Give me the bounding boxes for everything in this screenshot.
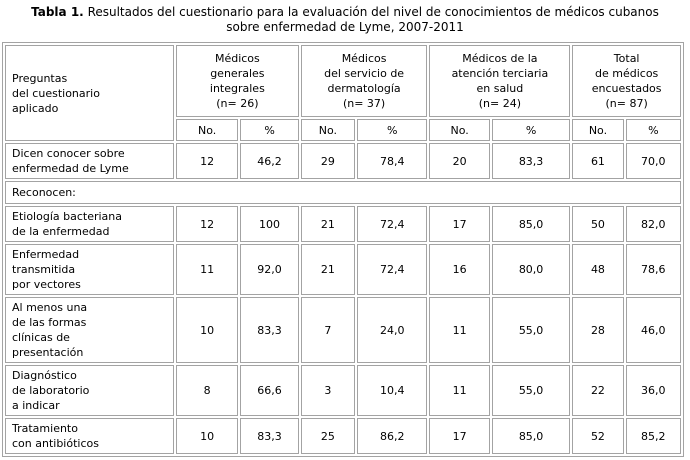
group-header-atencion-terciaria: Médicos de la atención terciaria en salu… [429, 45, 571, 117]
value-cell: 80,0 [491, 244, 571, 295]
value-cell: 36,0 [625, 365, 681, 416]
group-header-total: Total de médicos encuestados (n= 87) [572, 45, 681, 117]
value-cell: 12 [176, 206, 239, 242]
table-row: Tratamiento con antibióticos 10 83,3 25 … [5, 418, 681, 454]
value-cell: 55,0 [491, 365, 571, 416]
table-caption-text: Resultados del cuestionario para la eval… [87, 5, 659, 34]
value-cell: 21 [300, 244, 356, 295]
value-cell: 8 [176, 365, 239, 416]
table-caption-label: Tabla 1. [31, 5, 84, 19]
table-row: Diagnóstico de laboratorio a indicar 8 6… [5, 365, 681, 416]
subheader-pct-3: % [491, 119, 571, 141]
question-cell: Tratamiento con antibióticos [5, 418, 174, 454]
value-cell: 78,4 [357, 143, 428, 179]
value-cell: 72,4 [357, 206, 428, 242]
value-cell: 46,2 [240, 143, 299, 179]
value-cell: 20 [429, 143, 490, 179]
subheader-no-2: No. [300, 119, 356, 141]
value-cell: 21 [300, 206, 356, 242]
corner-header-cell: Preguntas del cuestionario aplicado [5, 45, 174, 141]
subheader-no-4: No. [572, 119, 624, 141]
value-cell: 12 [176, 143, 239, 179]
value-cell: 55,0 [491, 297, 571, 363]
value-cell: 82,0 [625, 206, 681, 242]
value-cell: 72,4 [357, 244, 428, 295]
value-cell: 25 [300, 418, 356, 454]
value-cell: 17 [429, 206, 490, 242]
question-cell: Enfermedad transmitida por vectores [5, 244, 174, 295]
value-cell: 85,0 [491, 418, 571, 454]
question-cell: Etiología bacteriana de la enfermedad [5, 206, 174, 242]
group-header-medicos-generales: Médicos generales integrales (n= 26) [176, 45, 299, 117]
value-cell: 48 [572, 244, 624, 295]
value-cell: 29 [300, 143, 356, 179]
question-cell: Al menos una de las formas clínicas de p… [5, 297, 174, 363]
subheader-pct-4: % [625, 119, 681, 141]
subheader-no-1: No. [176, 119, 239, 141]
value-cell: 83,3 [491, 143, 571, 179]
value-cell: 46,0 [625, 297, 681, 363]
table-caption: Tabla 1. Resultados del cuestionario par… [21, 0, 669, 42]
group-header-dermatologia: Médicos del servicio de dermatología (n=… [300, 45, 428, 117]
results-table: Preguntas del cuestionario aplicado Médi… [2, 42, 684, 457]
section-label-cell: Reconocen: [5, 181, 681, 204]
value-cell: 10 [176, 297, 239, 363]
question-cell: Dicen conocer sobre enfermedad de Lyme [5, 143, 174, 179]
value-cell: 83,3 [240, 297, 299, 363]
value-cell: 17 [429, 418, 490, 454]
value-cell: 11 [429, 365, 490, 416]
header-row-subheaders: No. % No. % No. % No. % [5, 119, 681, 141]
value-cell: 3 [300, 365, 356, 416]
value-cell: 11 [176, 244, 239, 295]
table-row: Dicen conocer sobre enfermedad de Lyme 1… [5, 143, 681, 179]
value-cell: 28 [572, 297, 624, 363]
value-cell: 61 [572, 143, 624, 179]
section-row: Reconocen: [5, 181, 681, 204]
table-row: Enfermedad transmitida por vectores 11 9… [5, 244, 681, 295]
value-cell: 70,0 [625, 143, 681, 179]
subheader-pct-1: % [240, 119, 299, 141]
subheader-no-3: No. [429, 119, 490, 141]
value-cell: 83,3 [240, 418, 299, 454]
value-cell: 85,0 [491, 206, 571, 242]
value-cell: 10,4 [357, 365, 428, 416]
value-cell: 22 [572, 365, 624, 416]
value-cell: 16 [429, 244, 490, 295]
header-row-groups: Preguntas del cuestionario aplicado Médi… [5, 45, 681, 141]
value-cell: 92,0 [240, 244, 299, 295]
table-row: Etiología bacteriana de la enfermedad 12… [5, 206, 681, 242]
value-cell: 100 [240, 206, 299, 242]
value-cell: 66,6 [240, 365, 299, 416]
value-cell: 10 [176, 418, 239, 454]
value-cell: 24,0 [357, 297, 428, 363]
value-cell: 85,2 [625, 418, 681, 454]
subheader-pct-2: % [357, 119, 428, 141]
value-cell: 11 [429, 297, 490, 363]
value-cell: 86,2 [357, 418, 428, 454]
question-cell: Diagnóstico de laboratorio a indicar [5, 365, 174, 416]
table-row: Al menos una de las formas clínicas de p… [5, 297, 681, 363]
value-cell: 52 [572, 418, 624, 454]
value-cell: 78,6 [625, 244, 681, 295]
value-cell: 50 [572, 206, 624, 242]
value-cell: 7 [300, 297, 356, 363]
